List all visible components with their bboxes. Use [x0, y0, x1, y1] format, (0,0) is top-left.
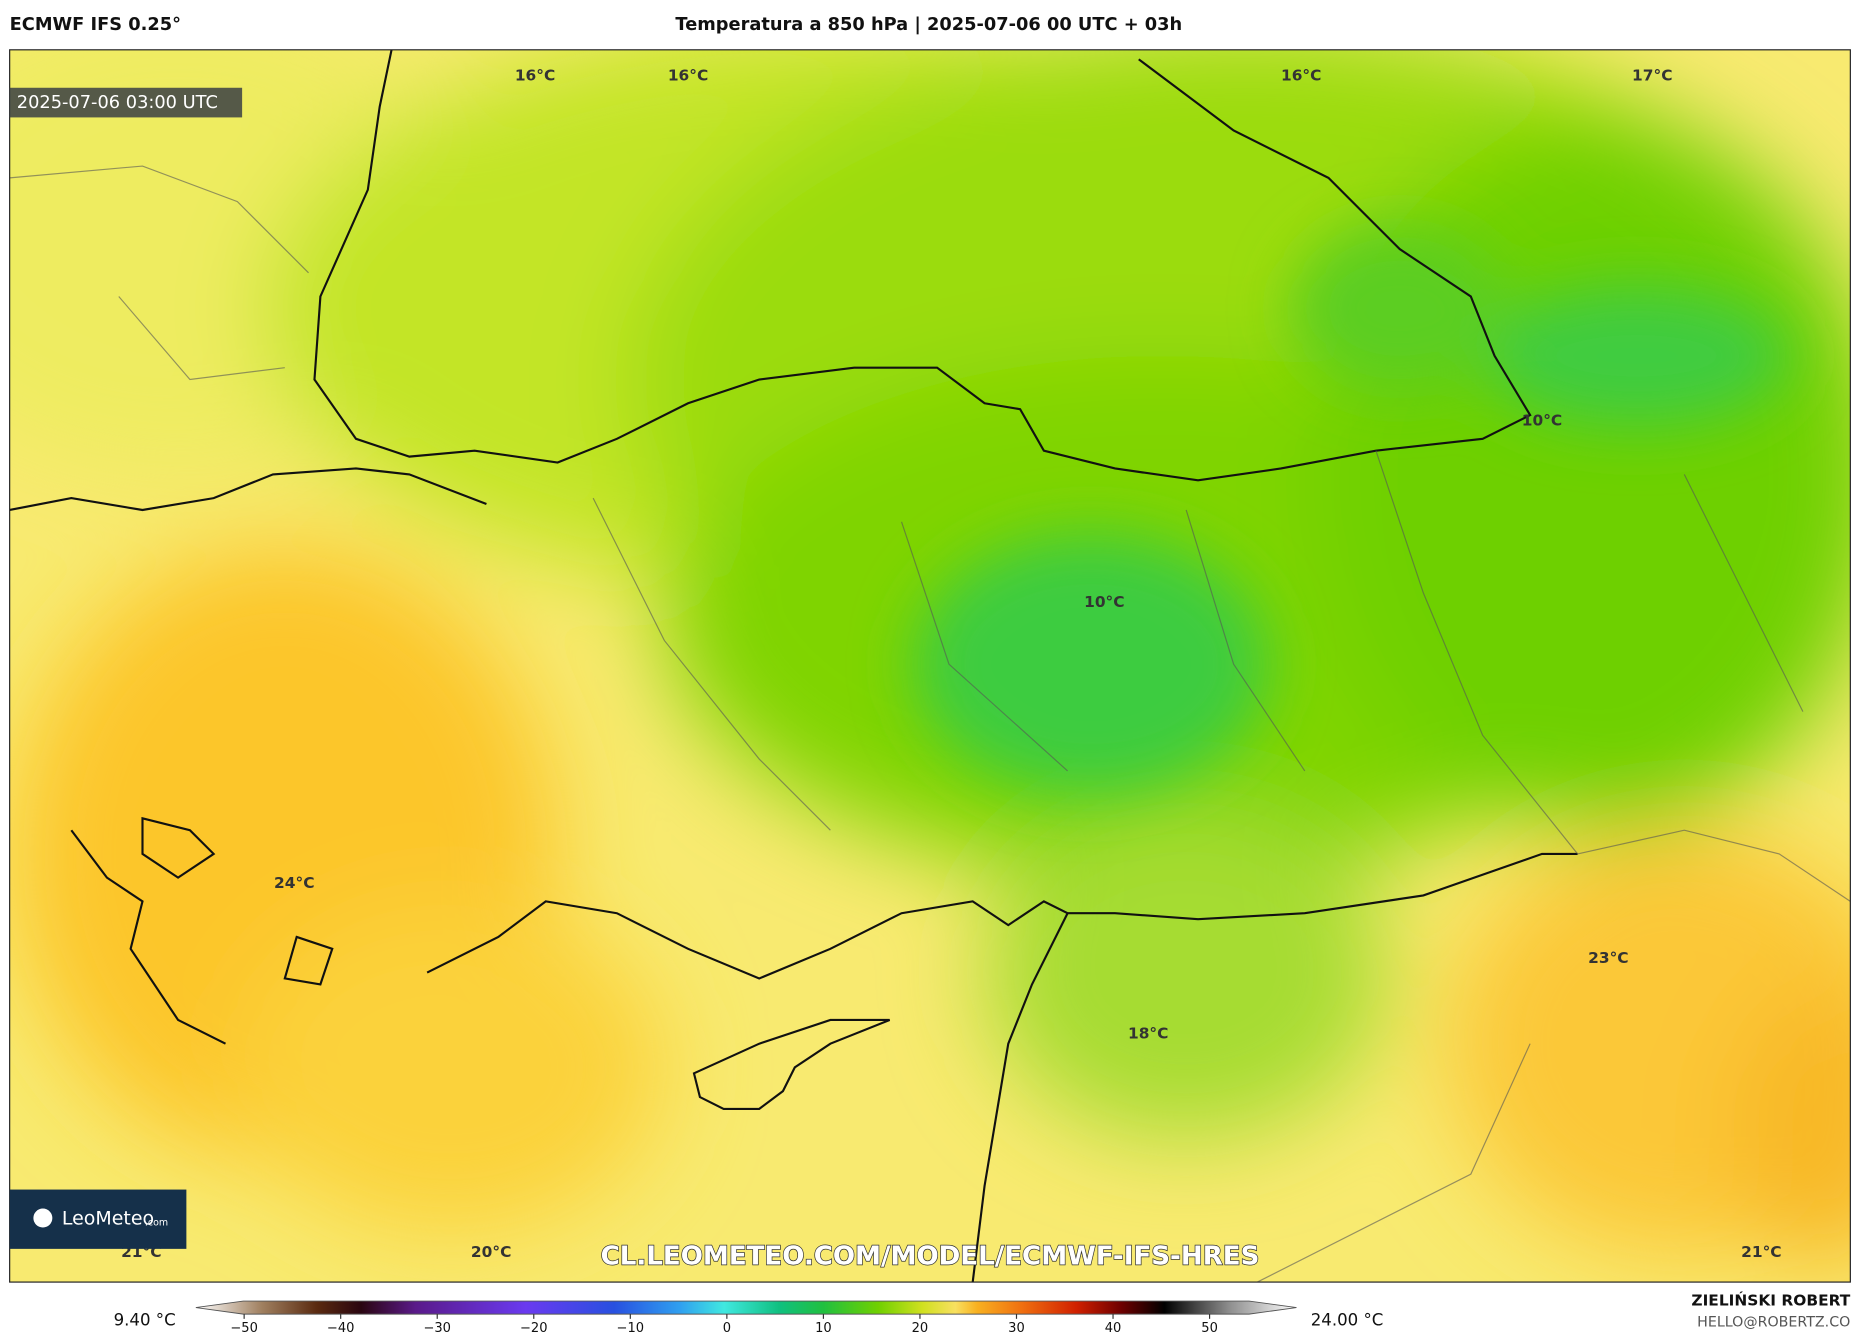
- contour-label: 16°C: [668, 66, 708, 84]
- logo-suffix: .com: [145, 1217, 168, 1228]
- borders: [9, 165, 1851, 1283]
- map-frame: [9, 49, 1851, 1283]
- colorbar-tick-label: 30: [1008, 1321, 1025, 1336]
- logo-name: LeoMeteo: [62, 1208, 154, 1230]
- colorbar-tick-label: 20: [912, 1321, 929, 1336]
- colorbar-tick-label: −10: [617, 1321, 645, 1336]
- colorbar-min: 9.40 °C: [114, 1311, 176, 1330]
- colorbar-tick-label: −50: [230, 1321, 258, 1336]
- logo-sun: [33, 1208, 53, 1228]
- colorbar-body: [195, 1300, 1297, 1315]
- timestamp-box: [9, 87, 243, 118]
- contour-label: 17°C: [1632, 66, 1672, 84]
- contour-labels: 16°C 16°C 16°C 17°C 10°C 10°C 24°C 23°C 18°C 21°C…: [121, 66, 1782, 1261]
- timestamp: 2025-07-06 03:00 UTC: [17, 92, 218, 113]
- field-core: [913, 225, 1792, 795]
- contour-label: 23°C: [1588, 949, 1628, 967]
- contour-label: 16°C: [1281, 66, 1321, 84]
- credit-email: HELLO@ROBERTZ.CO: [1697, 1314, 1850, 1330]
- contour-label: 10°C: [1084, 593, 1124, 611]
- colorbar: −50 −40 −30 −20 −10 0 10 20 30 40 50: [195, 1300, 1297, 1336]
- colorbar-max: 24.00 °C: [1311, 1311, 1384, 1330]
- colorbar-tick-label: −40: [327, 1321, 355, 1336]
- contour-label: 20°C: [471, 1243, 511, 1261]
- colorbar-tick-label: 40: [1105, 1321, 1122, 1336]
- watermark: CL.LEOMETEO.COM/MODEL/ECMWF-IFS-HRES: [601, 1242, 1260, 1272]
- colorbar-tick-label: 10: [815, 1321, 832, 1336]
- temperature-field: [9, 49, 1851, 1283]
- contour-label: 21°C: [1741, 1243, 1781, 1261]
- colorbar-tick-label: 50: [1201, 1321, 1218, 1336]
- contour-label: 16°C: [515, 66, 555, 84]
- contour-label: 18°C: [1128, 1025, 1168, 1043]
- credit-author: ZIELIŃSKI ROBERT: [1691, 1291, 1850, 1310]
- contour-label: 24°C: [274, 874, 314, 892]
- colorbar-tick-label: 0: [723, 1321, 731, 1336]
- model-label: ECMWF IFS 0.25°: [10, 14, 181, 35]
- colorbar-tick-label: −20: [520, 1321, 548, 1336]
- coastlines: [9, 49, 1578, 1283]
- contour-label: 10°C: [1522, 412, 1562, 430]
- map-title: Temperatura a 850 hPa | 2025-07-06 00 UT…: [675, 14, 1182, 35]
- colorbar-tick-label: −30: [423, 1321, 451, 1336]
